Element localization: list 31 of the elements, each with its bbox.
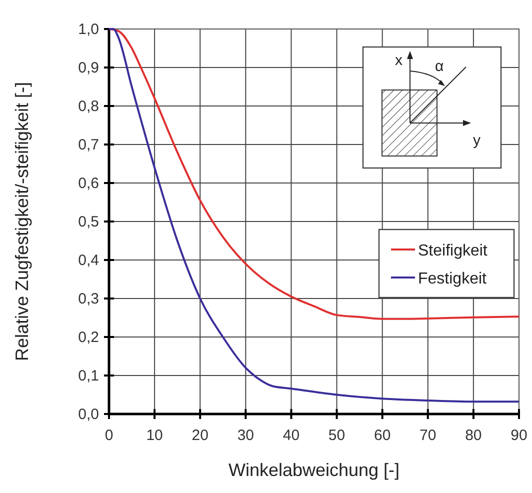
x-tick-label: 90 — [510, 427, 528, 444]
x-tick-label: 70 — [420, 427, 436, 444]
y-tick-label: 1,0 — [78, 21, 99, 38]
x-tick-label: 60 — [374, 427, 391, 444]
y-tick-label: 0,7 — [78, 136, 99, 154]
x-tick-label: 0 — [104, 427, 114, 444]
y-tick-label: 0,2 — [78, 329, 99, 346]
x-tick-label: 80 — [465, 427, 482, 444]
annotation: α — [435, 58, 444, 75]
y-tick-label: 0,8 — [78, 98, 99, 115]
y-tick-label: 0,6 — [78, 175, 99, 192]
x-tick-label: 50 — [328, 427, 346, 444]
y-tick-label: 0,0 — [78, 406, 99, 423]
annotation: x — [395, 52, 403, 69]
x-axis-title: Winkelabweichung [-] — [228, 460, 400, 480]
line-series — [108, 28, 520, 403]
y-axis-title: Relative Zugfestigkeit/-steifigkeit [-] — [12, 82, 32, 362]
annotation: y — [473, 132, 481, 149]
legend-label: Festigkeit — [418, 270, 488, 288]
y-tick-label: 0,4 — [78, 252, 99, 269]
coordinate-sketch: x y α — [362, 46, 502, 169]
x-tick-label: 30 — [237, 427, 254, 444]
y-tick-label: 0,9 — [78, 60, 99, 76]
legend-label: Steifigkeit — [418, 242, 488, 260]
x-tick-label: 40 — [282, 427, 300, 444]
x-tick-label: 10 — [146, 427, 163, 444]
y-tick-label: 0,3 — [78, 290, 99, 308]
x-tick-label: 20 — [192, 427, 208, 444]
y-tick-label: 0,5 — [78, 214, 99, 230]
y-tick-label: 0,1 — [78, 368, 99, 384]
line-series — [108, 28, 520, 320]
